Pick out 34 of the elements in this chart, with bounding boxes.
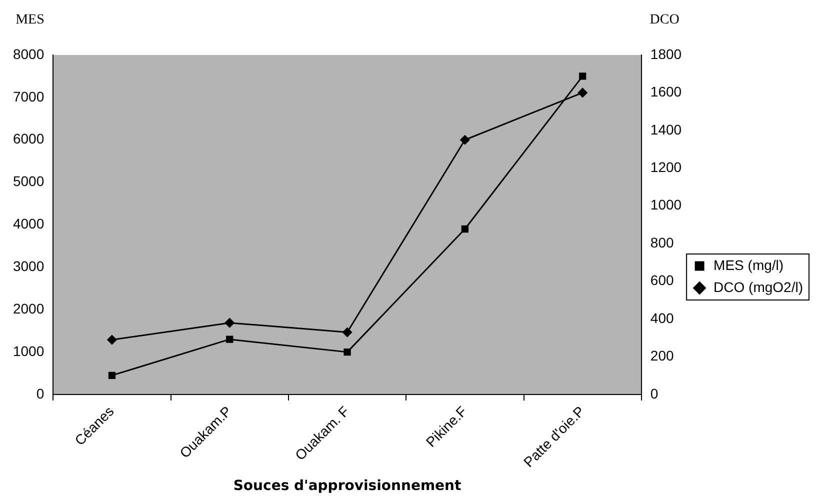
y2-axis-title: DCO [650, 12, 680, 28]
y2-tick-label: 1600 [650, 84, 682, 100]
y-tick-label: 1000 [12, 342, 44, 359]
y2-tick-label: 0 [650, 385, 658, 402]
y-tick-label: 4000 [12, 216, 44, 232]
y-tick-label: 2000 [12, 300, 44, 316]
y2-tick-label: 400 [650, 310, 674, 326]
point [460, 135, 470, 145]
y-tick-label: 5000 [12, 173, 44, 190]
y2-tick-label: 1800 [650, 46, 682, 62]
y2-tick-label: 1000 [650, 196, 682, 213]
y-tick-label: 7000 [12, 88, 44, 104]
y-tick-label: 8000 [12, 46, 44, 62]
x-axis-title: Souces d'approvisionnement [233, 478, 462, 494]
legend-label: DCO (mgO2/l) [714, 278, 804, 295]
y2-tick-label: 1200 [650, 159, 682, 176]
point [342, 328, 352, 338]
point [579, 72, 586, 80]
point [108, 372, 116, 379]
point [224, 318, 234, 328]
y-tick-label: 6000 [12, 130, 44, 147]
y-tick-label: 3000 [12, 258, 44, 274]
point [107, 335, 117, 345]
point [344, 348, 351, 356]
point [226, 336, 234, 343]
y2-tick-label: 800 [650, 234, 674, 250]
legend-label: MES (mg/l) [714, 256, 784, 273]
y2-tick-label: 600 [650, 272, 674, 288]
y-tick-label: 0 [36, 385, 44, 402]
y-axis-title: MES [16, 12, 44, 28]
point [578, 88, 588, 98]
point [461, 225, 469, 233]
y2-tick-label: 1400 [650, 121, 682, 138]
y2-tick-label: 200 [650, 348, 674, 364]
